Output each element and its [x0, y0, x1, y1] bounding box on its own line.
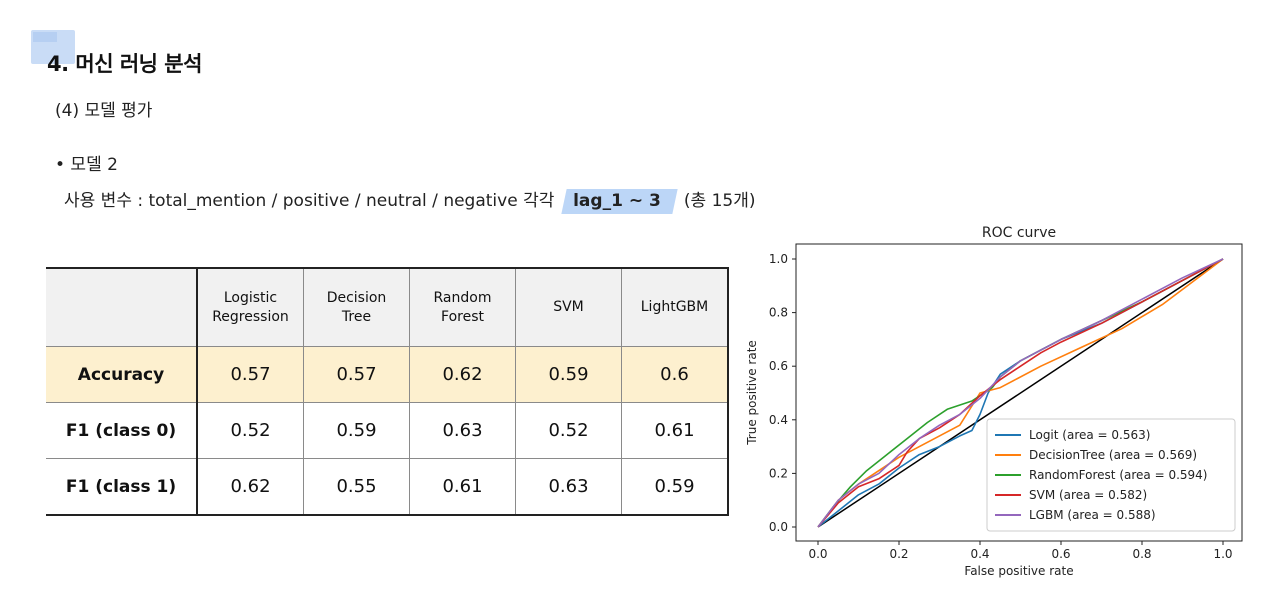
- roc-line-3: [817, 258, 1224, 528]
- x-tick-label: 0.2: [889, 547, 908, 561]
- table-cell: 0.6: [621, 346, 729, 403]
- table-cell: 0.57: [303, 346, 410, 403]
- table-cell: 0.63: [515, 458, 622, 516]
- y-tick-label: 0.0: [769, 520, 788, 534]
- table-cell: 0.57: [196, 346, 304, 403]
- header-lightgbm: LightGBM: [621, 267, 729, 347]
- section-subtitle: (4) 모델 평가: [55, 101, 153, 121]
- x-tick-label: 0.0: [808, 547, 827, 561]
- table-cell: 0.59: [515, 346, 622, 403]
- y-axis-label: True positive rate: [745, 340, 759, 446]
- table-cell: 0.55: [303, 458, 410, 516]
- row-label: F1 (class 1): [46, 458, 198, 516]
- table-cell: 0.63: [409, 402, 516, 459]
- header-decision-tree: Decision Tree: [303, 267, 410, 347]
- y-tick-label: 0.8: [769, 306, 788, 320]
- header-svm: SVM: [515, 267, 622, 347]
- table-cell: 0.52: [196, 402, 304, 459]
- roc-line-4: [817, 258, 1224, 528]
- table-cell: 0.52: [515, 402, 622, 459]
- table-header-row: Logistic Regression Decision Tree Random Fo…: [46, 267, 729, 347]
- table-cell: 0.61: [621, 402, 729, 459]
- legend-label-1: DecisionTree (area = 0.569): [1029, 448, 1197, 462]
- row-label: Accuracy: [46, 346, 198, 403]
- row-label: F1 (class 0): [46, 402, 198, 459]
- legend-label-0: Logit (area = 0.563): [1029, 428, 1150, 442]
- variables-suffix: (총 15개): [683, 191, 756, 211]
- lag-highlight-text: lag_1 ~ 3: [572, 191, 661, 211]
- table-corner-cell: [46, 267, 198, 347]
- legend-box: [986, 418, 1236, 532]
- legend-label-3: SVM (area = 0.582): [1029, 488, 1147, 502]
- legend-label-4: LGBM (area = 0.588): [1029, 508, 1156, 522]
- y-tick-label: 0.6: [769, 359, 788, 373]
- x-axis-label: False positive rate: [964, 564, 1073, 578]
- x-tick-label: 1.0: [1213, 547, 1232, 561]
- roc-chart: ROC curve 0.0 0.0 0.2 0.2 0.4 0.4 0.6 0.6 0.8 0.8 1…: [745, 225, 1243, 578]
- title-decoration-accent: [33, 32, 57, 42]
- table-row-f1-class1: F1 (class 1) 0.62 0.55 0.61 0.63 0.59: [46, 458, 729, 516]
- metrics-table: Logistic Regression Decision Tree Random Fo…: [46, 267, 729, 516]
- diagonal-reference-line: [817, 258, 1224, 528]
- model-bullet: • 모델 2: [55, 155, 118, 175]
- y-tick-label: 0.4: [769, 413, 788, 427]
- table-cell: 0.59: [303, 402, 410, 459]
- y-tick-label: 1.0: [769, 252, 788, 266]
- x-tick-label: 0.8: [1132, 547, 1151, 561]
- lag-highlight: lag_1 ~ 3: [561, 189, 678, 214]
- variables-prefix: 사용 변수 : total_mention / positive / neutr…: [64, 191, 555, 211]
- table-cell: 0.61: [409, 458, 516, 516]
- table-cell: 0.59: [621, 458, 729, 516]
- table-row-accuracy: Accuracy 0.57 0.57 0.62 0.59 0.6: [46, 346, 729, 403]
- y-tick-label: 0.2: [769, 466, 788, 480]
- table-row-f1-class0: F1 (class 0) 0.52 0.59 0.63 0.52 0.61: [46, 402, 729, 459]
- header-logistic-regression: Logistic Regression: [196, 267, 304, 347]
- legend-label-2: RandomForest (area = 0.594): [1029, 468, 1207, 482]
- header-random-forest: Random Forest: [409, 267, 516, 347]
- table-cell: 0.62: [196, 458, 304, 516]
- x-tick-label: 0.6: [1051, 547, 1070, 561]
- chart-title: ROC curve: [982, 225, 1056, 241]
- section-title: 4. 머신 러닝 분석: [47, 52, 202, 76]
- table-cell: 0.62: [409, 346, 516, 403]
- variables-line: 사용 변수 : total_mention / positive / neutr…: [64, 186, 755, 214]
- x-tick-label: 0.4: [970, 547, 989, 561]
